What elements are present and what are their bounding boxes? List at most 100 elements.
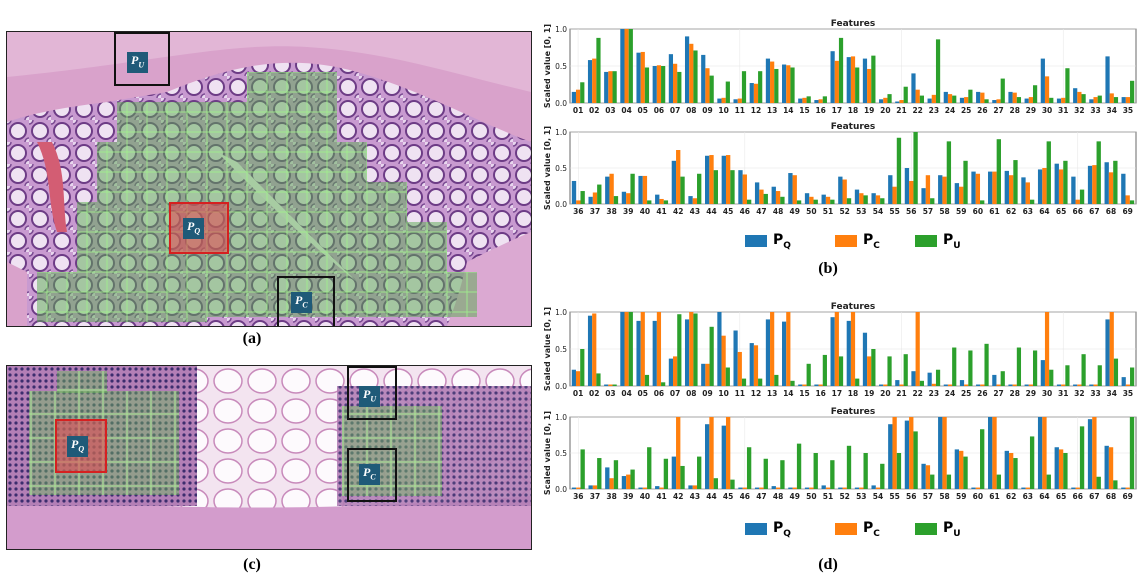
- bar-pu-03: [612, 384, 617, 386]
- xtick-label: 42: [673, 207, 683, 216]
- bar-pc-47: [759, 189, 764, 204]
- xtick-label: 69: [1122, 207, 1132, 216]
- bar-pc-19: [867, 356, 872, 386]
- bar-pq-19: [862, 58, 868, 103]
- bar-pq-38: [605, 176, 610, 204]
- xtick-label: 02: [589, 106, 599, 115]
- bar-pq-43: [688, 485, 693, 489]
- bar-pu-13: [774, 374, 779, 386]
- bar-pc-14: [786, 65, 791, 103]
- bar-pc-15: [802, 97, 807, 103]
- bar-pc-32: [1077, 91, 1082, 103]
- xtick-label: 53: [856, 207, 866, 216]
- xtick-label: 64: [1039, 207, 1049, 216]
- bar-pq-15: [798, 384, 803, 386]
- bar-pq-60: [971, 487, 976, 489]
- xtick-label: 22: [912, 106, 922, 115]
- bar-pq-66: [1071, 176, 1076, 204]
- bar-pu-45: [730, 479, 735, 489]
- bar-pq-68: [1104, 445, 1109, 489]
- bar-pq-39: [621, 476, 627, 489]
- bar-pq-66: [1071, 487, 1076, 489]
- xtick-label: 65: [1056, 492, 1066, 501]
- bar-pu-60: [980, 429, 985, 489]
- bar-pc-55: [892, 417, 897, 489]
- bar-pq-25: [959, 380, 965, 386]
- bar-pq-42: [671, 160, 677, 204]
- bar-pu-40: [647, 200, 652, 204]
- bar-pu-41: [663, 458, 669, 489]
- bar-pq-45: [721, 425, 726, 489]
- bar-pq-65: [1054, 163, 1059, 204]
- bar-pq-14: [782, 64, 787, 103]
- bar-pu-53: [863, 195, 868, 204]
- bar-pc-30: [1044, 312, 1050, 386]
- xtick-label: 55: [889, 207, 899, 216]
- xtick-label: 59: [956, 492, 966, 501]
- xtick-label: 38: [606, 207, 616, 216]
- xtick-label: 62: [1006, 492, 1016, 501]
- bar-pu-23: [935, 369, 941, 386]
- bar-pu-48: [780, 460, 785, 489]
- bar-pu-07: [677, 314, 682, 386]
- bar-pu-31: [1065, 365, 1070, 386]
- bar-pu-19: [871, 349, 876, 386]
- bar-pc-42: [676, 417, 681, 489]
- bar-pc-57: [925, 465, 931, 489]
- bar-pc-54: [875, 487, 881, 489]
- bar-pq-54: [871, 485, 876, 489]
- xtick-label: 51: [823, 492, 833, 501]
- bar-pq-61: [988, 417, 993, 489]
- bar-pc-43: [692, 485, 698, 489]
- xtick-label: 17: [832, 389, 842, 398]
- xtick-label: 34: [1107, 389, 1117, 398]
- xtick-label: 58: [939, 492, 949, 501]
- bar-pc-55: [892, 186, 897, 204]
- bar-pq-28: [1008, 91, 1013, 103]
- xtick-label: 12: [751, 106, 761, 115]
- xtick-label: 06: [654, 389, 664, 398]
- bar-pc-51: [825, 487, 831, 489]
- chart-title: Features: [831, 302, 876, 312]
- xtick-label: 39: [623, 492, 633, 501]
- bar-pq-08: [684, 36, 690, 103]
- xtick-label: 30: [1042, 106, 1052, 115]
- bar-pq-15: [798, 98, 803, 103]
- bar-pc-60: [975, 173, 981, 204]
- bar-pc-20: [883, 97, 888, 103]
- bar-pu-61: [996, 139, 1001, 204]
- bar-pc-17: [834, 60, 839, 103]
- bar-pq-14: [782, 321, 787, 386]
- xtick-label: 15: [799, 389, 809, 398]
- bar-pu-26: [984, 343, 989, 386]
- bar-pc-35: [1125, 97, 1131, 103]
- bar-pc-08: [689, 43, 694, 103]
- bar-pu-29: [1032, 85, 1038, 103]
- patch-q-label-c: PQ: [67, 436, 89, 458]
- bar-pq-07: [668, 54, 674, 103]
- xtick-label: 45: [723, 492, 733, 501]
- bar-pu-43: [697, 173, 702, 204]
- bar-pq-62: [1004, 170, 1009, 204]
- bar-pu-16: [822, 96, 827, 103]
- bar-pc-50: [809, 196, 814, 204]
- bar-pq-35: [1121, 97, 1126, 103]
- xtick-label: 13: [767, 106, 777, 115]
- bar-pq-51: [821, 194, 826, 204]
- bar-pu-20: [887, 94, 892, 103]
- bar-pc-20: [883, 384, 888, 386]
- xtick-label: 31: [1058, 389, 1068, 398]
- bar-pq-16: [814, 100, 819, 103]
- bar-pq-47: [754, 487, 760, 489]
- bar-pq-35: [1121, 377, 1126, 386]
- bar-pc-16: [818, 384, 823, 386]
- bar-pc-24: [947, 94, 953, 103]
- bar-pu-44: [713, 478, 718, 489]
- bar-pc-66: [1075, 199, 1080, 204]
- xtick-label: 03: [605, 106, 615, 115]
- bar-pu-66: [1079, 189, 1085, 204]
- xtick-label: 20: [880, 106, 890, 115]
- bar-pu-15: [806, 363, 811, 386]
- bar-pc-25: [964, 97, 969, 103]
- bar-pq-01: [571, 91, 576, 103]
